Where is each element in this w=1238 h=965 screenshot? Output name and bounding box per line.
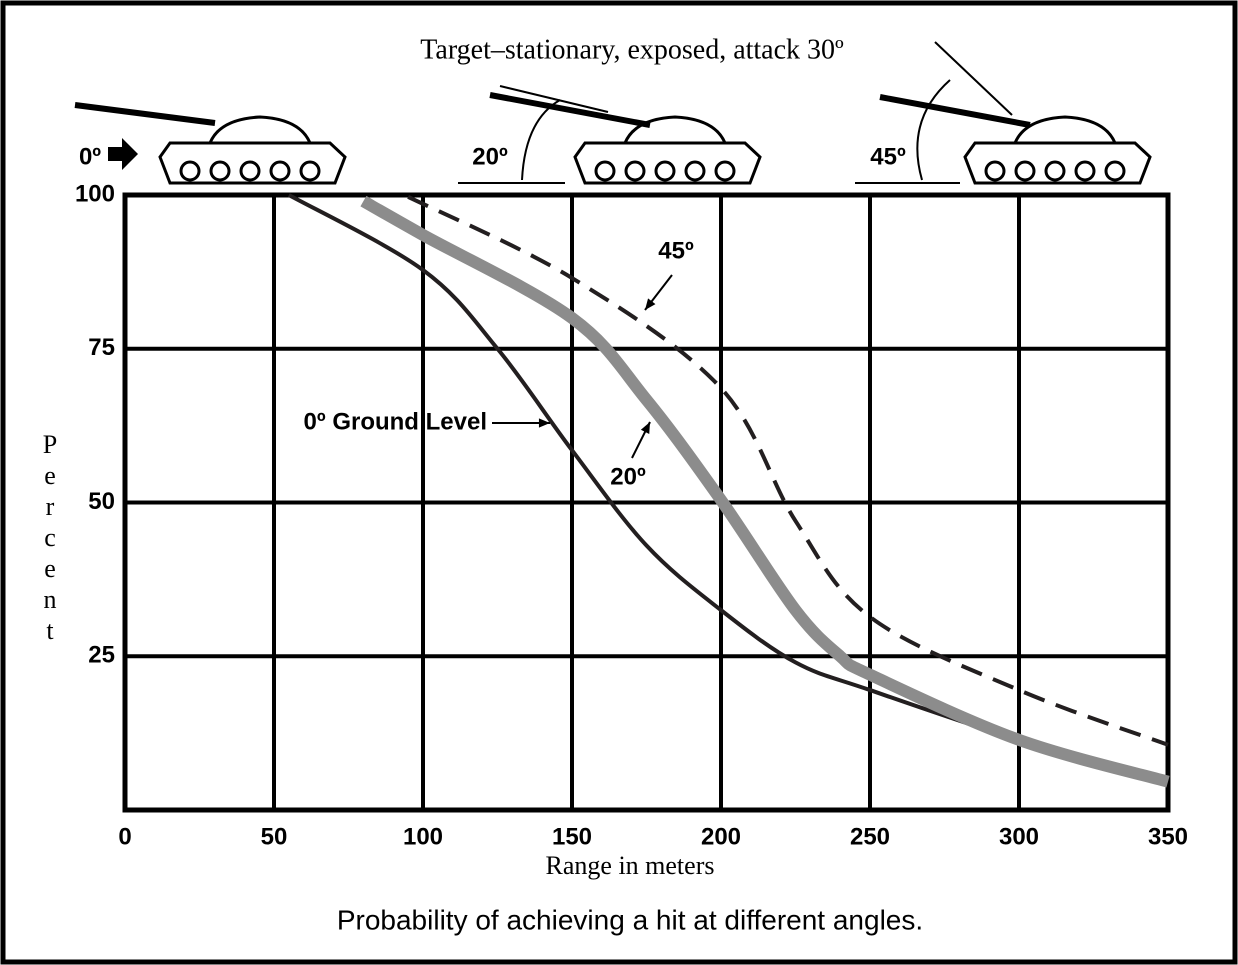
caption: Probability of achieving a hit at differ… bbox=[337, 904, 923, 935]
y-axis-label: Percent bbox=[36, 430, 65, 647]
pointer bbox=[499, 85, 609, 113]
x-tick-label: 200 bbox=[701, 823, 741, 850]
x-tick-label: 0 bbox=[118, 823, 131, 850]
tank-20 bbox=[573, 115, 762, 185]
chart-title: Target–stationary, exposed, attack 30º bbox=[420, 34, 844, 65]
x-tick-label: 150 bbox=[552, 823, 592, 850]
angle-label: 45º bbox=[870, 143, 906, 170]
pointer bbox=[934, 41, 1013, 116]
barrel bbox=[74, 102, 216, 126]
arrow-head bbox=[645, 298, 656, 310]
barrel bbox=[879, 94, 1031, 128]
plot-frame bbox=[122, 192, 1171, 813]
series-line bbox=[407, 195, 1169, 747]
angle-arc bbox=[521, 99, 561, 181]
x-tick-label: 300 bbox=[999, 823, 1039, 850]
series-line bbox=[360, 195, 1170, 788]
angle-label: 20º bbox=[472, 143, 508, 170]
x-axis-label: Range in meters bbox=[546, 851, 715, 880]
y-tick-label: 75 bbox=[88, 334, 115, 361]
x-tick-label: 250 bbox=[850, 823, 890, 850]
x-tick-label: 100 bbox=[403, 823, 443, 850]
arrow-head bbox=[538, 418, 550, 428]
series-line bbox=[287, 193, 1169, 782]
arrow-head bbox=[640, 422, 650, 434]
series-label: 45º bbox=[658, 237, 694, 264]
x-tick-label: 50 bbox=[261, 823, 288, 850]
tank-0 bbox=[158, 115, 347, 185]
angle-arc bbox=[916, 79, 951, 181]
series-label: 20º bbox=[610, 463, 646, 490]
x-tick-label: 350 bbox=[1148, 823, 1188, 850]
tank-45 bbox=[963, 115, 1152, 185]
series-label: 0º Ground Level bbox=[304, 408, 487, 435]
y-tick-label: 50 bbox=[88, 488, 115, 515]
angle-label: 0º bbox=[79, 143, 101, 170]
y-tick-label: 25 bbox=[88, 642, 115, 669]
arrow bbox=[108, 138, 138, 170]
y-tick-label: 100 bbox=[75, 180, 115, 207]
barrel bbox=[489, 92, 651, 128]
